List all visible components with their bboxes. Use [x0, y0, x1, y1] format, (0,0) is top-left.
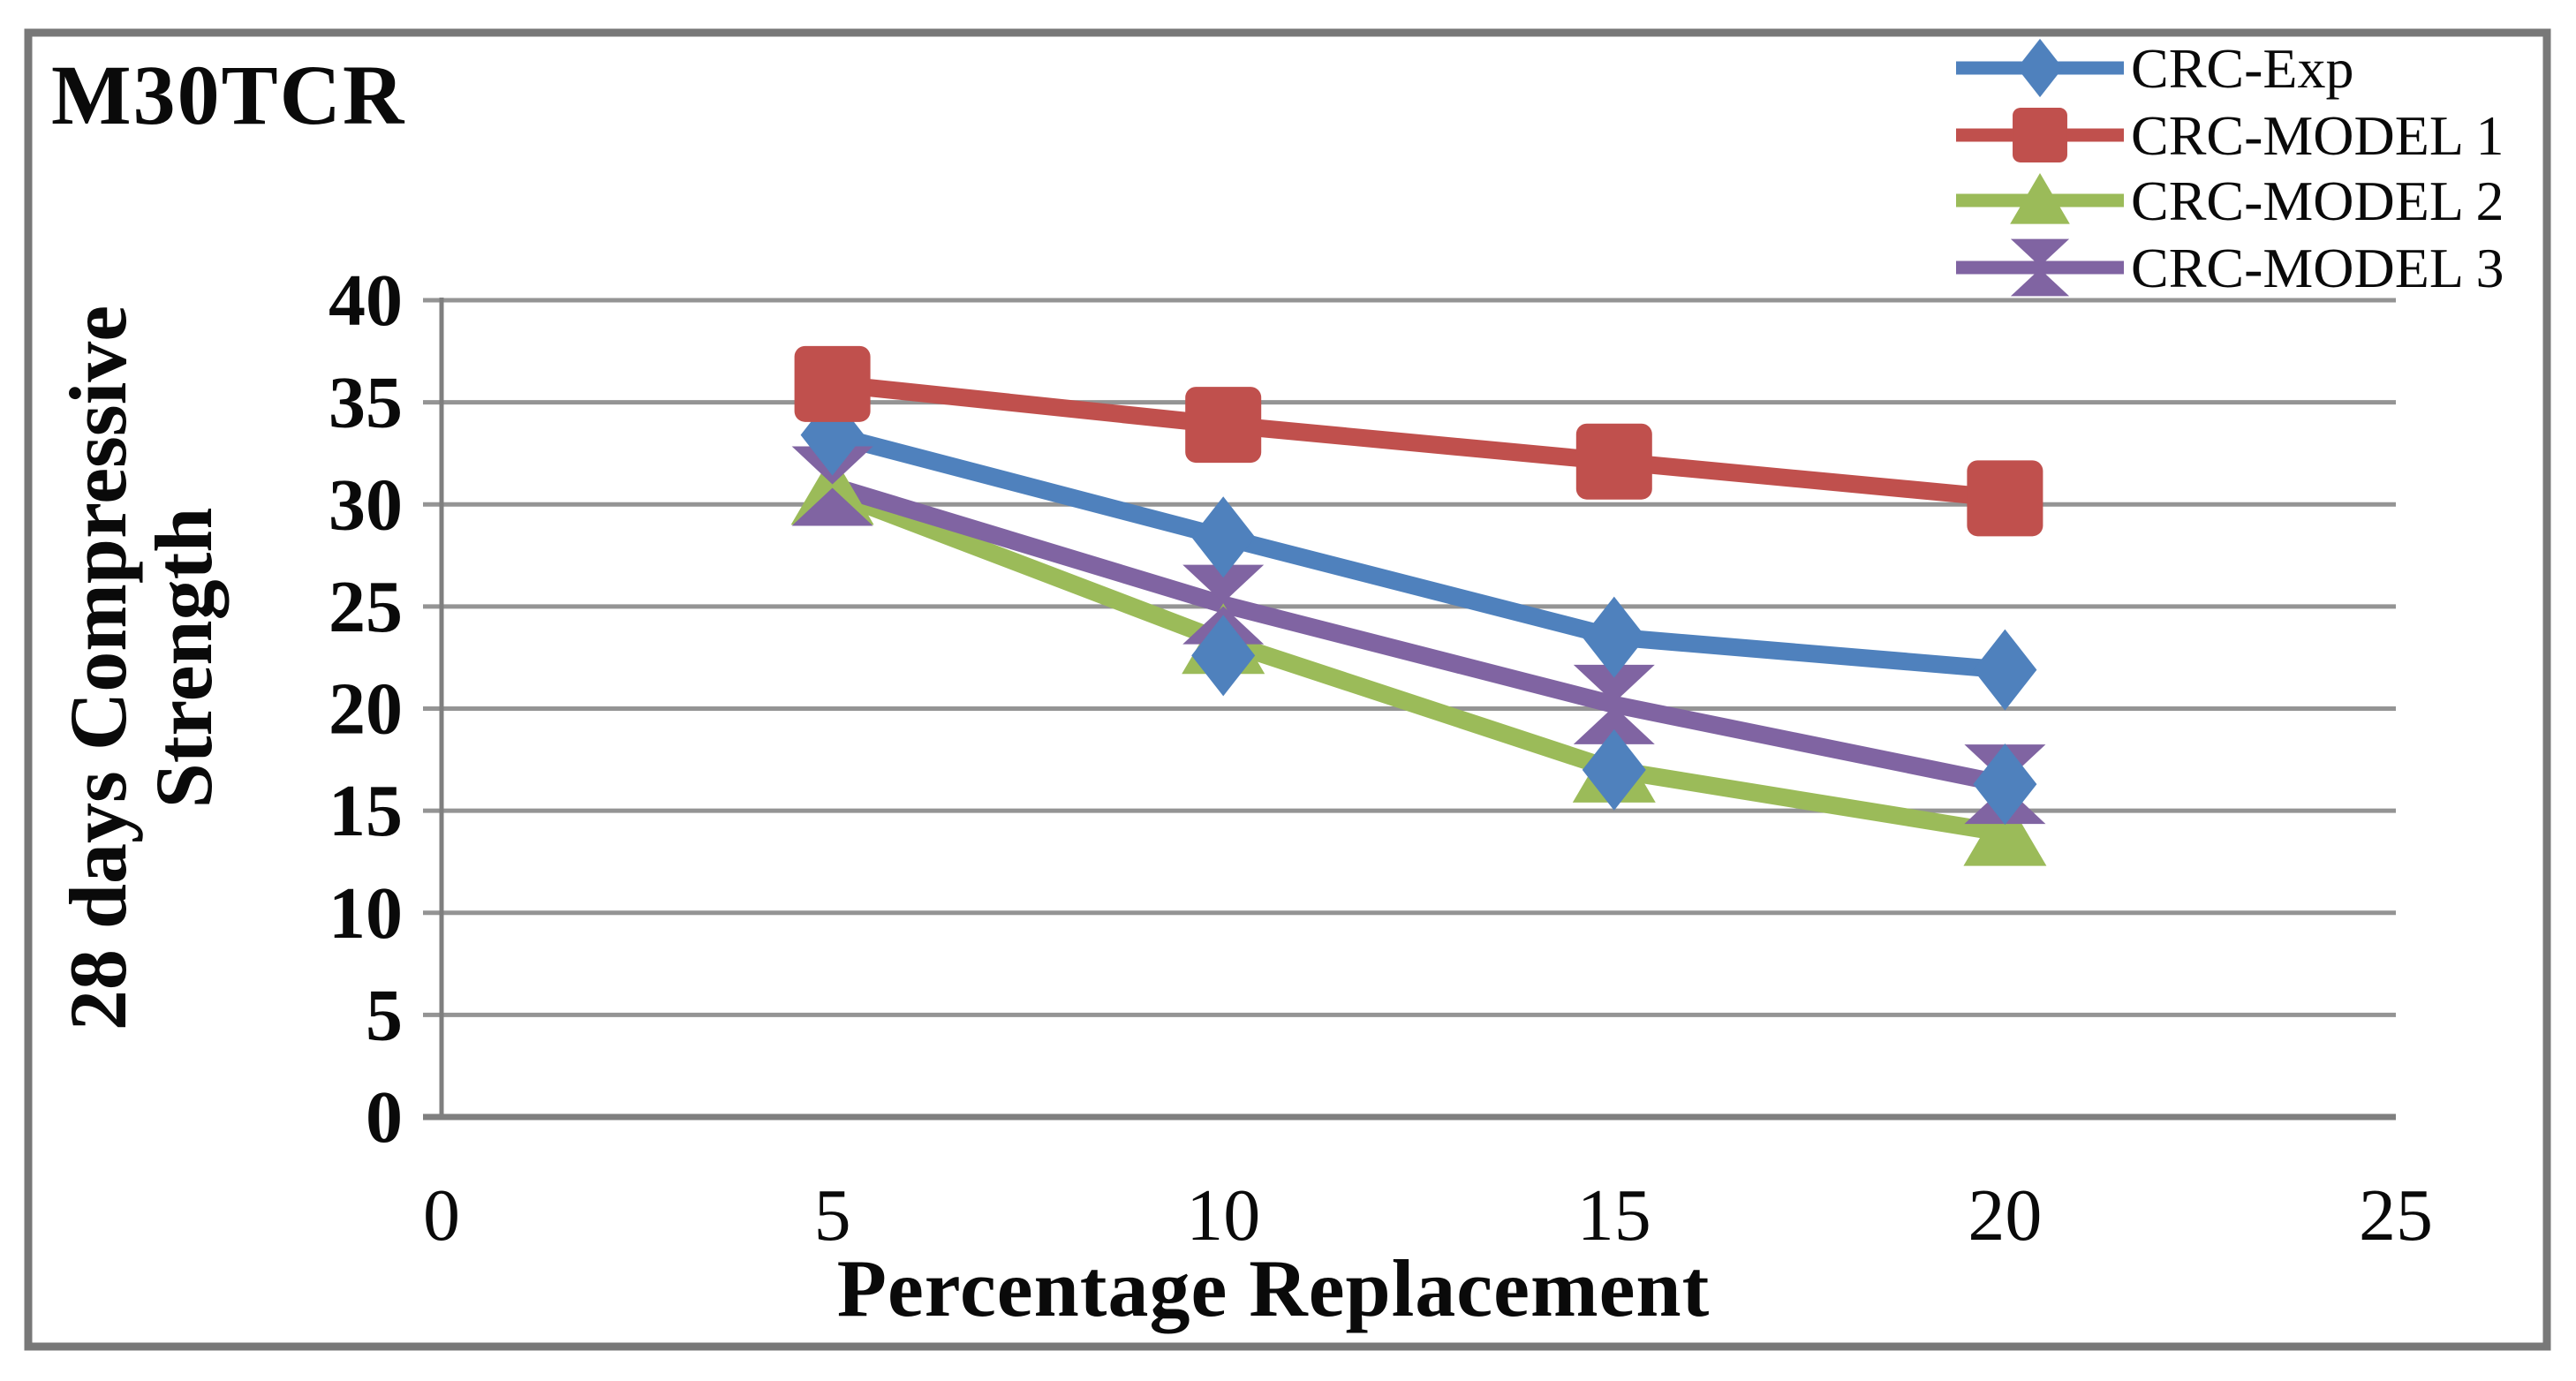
legend-square-icon	[2013, 108, 2067, 162]
legend-x-icon	[2010, 268, 2070, 297]
marker-crc-exp-x20	[1973, 629, 2037, 711]
y-axis-title-line1: 28 days Compressive	[53, 306, 143, 1030]
marker-crc-model-1-x15	[1575, 423, 1652, 500]
x-tick-15: 15	[1577, 1174, 1651, 1256]
stray-marker-x20	[1973, 743, 2037, 826]
marker-crc-model-1-x20	[1967, 460, 2043, 537]
legend-label-crc-exp: CRC-Exp	[2131, 37, 2353, 100]
marker-crc-exp-x10	[1191, 496, 1256, 578]
x-tick-0: 0	[423, 1174, 460, 1256]
y-tick-10: 10	[329, 872, 403, 955]
marker-crc-model-3-x10	[1182, 564, 1265, 603]
x-tick-5: 5	[814, 1174, 851, 1256]
y-tick-0: 0	[366, 1076, 403, 1158]
x-tick-25: 25	[2359, 1174, 2433, 1256]
legend-item-crc-model-1: CRC-MODEL 1	[1956, 104, 2504, 167]
axes-layer	[423, 298, 2396, 1121]
x-tick-20: 20	[1968, 1174, 2042, 1256]
chart-title: M30TCR	[51, 48, 405, 142]
marker-crc-model-1-x10	[1185, 387, 1262, 464]
marker-crc-model-3-x15	[1573, 706, 1655, 744]
tick-labels-layer: 40 35 30 25 20 15 10 5 00 5 10 15 20 25	[329, 260, 2433, 1256]
stray-marker-x10	[1191, 615, 1256, 697]
marker-crc-model-1-x5	[794, 345, 871, 422]
series-line-crc-exp	[823, 426, 2014, 679]
marker-crc-model-3-x5	[791, 487, 873, 526]
series-markers-layer	[790, 345, 2047, 866]
x-tick-10: 10	[1186, 1174, 1260, 1256]
legend-diamond-icon	[2017, 38, 2063, 98]
series-line-crc-model-1	[823, 374, 2014, 508]
series-line-crc-model-3	[823, 477, 2014, 794]
y-tick-35: 35	[329, 362, 403, 444]
series-line-crc-model-2	[823, 483, 2014, 842]
stray-marker-x15	[1582, 728, 1646, 811]
y-axis-title: 28 days Compressive Strength	[53, 285, 229, 1030]
y-tick-25: 25	[329, 566, 403, 648]
y-tick-20: 20	[329, 668, 403, 751]
series-lines-layer	[823, 374, 2014, 842]
marker-crc-exp-x15	[1582, 596, 1646, 678]
figure-border	[24, 28, 2551, 1351]
x-axis-title: Percentage Replacement	[837, 1243, 1710, 1333]
marker-crc-model-3-x15	[1573, 664, 1655, 703]
legend-label-crc-model-3: CRC-MODEL 3	[2131, 237, 2504, 299]
y-tick-15: 15	[329, 770, 403, 852]
legend-label-crc-model-1: CRC-MODEL 1	[2131, 104, 2504, 167]
y-tick-5: 5	[366, 974, 403, 1056]
legend-label-crc-model-2: CRC-MODEL 2	[2131, 170, 2504, 232]
legend-x-icon	[2010, 238, 2070, 267]
legend-item-crc-model-2: CRC-MODEL 2	[1956, 170, 2504, 232]
legend-item-crc-model-3: CRC-MODEL 3	[1956, 237, 2504, 299]
y-tick-30: 30	[329, 464, 403, 546]
y-axis-title-line2: Strength	[139, 508, 229, 809]
gridlines-layer	[423, 298, 2396, 1017]
marker-crc-model-2-x20	[1963, 795, 2047, 866]
legend-triangle-icon	[2010, 173, 2070, 224]
legend-item-crc-exp: CRC-Exp	[1956, 37, 2353, 100]
y-tick-40: 40	[329, 260, 403, 342]
